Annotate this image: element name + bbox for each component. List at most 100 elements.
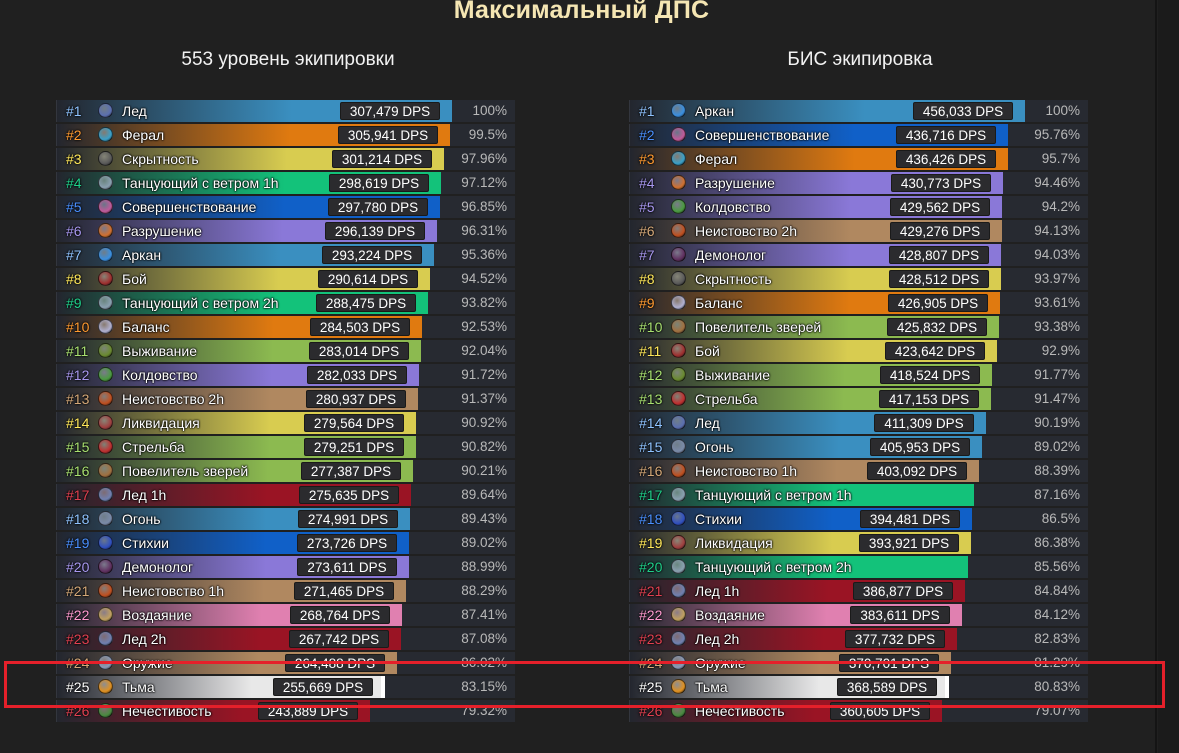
ranking-row[interactable]: #22 Воздаяние 383,611 DPS 84.12% <box>629 604 1088 626</box>
ranking-row[interactable]: #20 Танцующий с ветром 2h 85.56% <box>629 556 1088 578</box>
spec-name: Тьма <box>122 679 155 695</box>
spec-icon <box>98 223 113 238</box>
ranking-row[interactable]: #12 Колдовство 282,033 DPS 91.72% <box>56 364 515 386</box>
rank-number: #4 <box>66 175 82 191</box>
percent-value: 91.72% <box>461 367 507 382</box>
spec-name: Лед <box>695 415 720 431</box>
rank-number: #15 <box>66 439 90 455</box>
ranking-row[interactable]: #10 Повелитель зверей 425,832 DPS 93.38% <box>629 316 1088 338</box>
spec-icon <box>671 703 686 718</box>
scrollbar-track[interactable] <box>1158 0 1179 753</box>
ranking-row[interactable]: #16 Неистовство 1h 403,092 DPS 88.39% <box>629 460 1088 482</box>
percent-value: 89.64% <box>461 487 507 502</box>
spec-icon <box>671 247 686 262</box>
ranking-row[interactable]: #7 Демонолог 428,807 DPS 94.03% <box>629 244 1088 266</box>
ranking-row[interactable]: #26 Нечестивость 360,605 DPS 79.07% <box>629 700 1088 722</box>
ranking-row[interactable]: #8 Бой 290,614 DPS 94.52% <box>56 268 515 290</box>
ranking-row[interactable]: #23 Лед 2h 267,742 DPS 87.08% <box>56 628 515 650</box>
ranking-row[interactable]: #14 Лед 411,309 DPS 90.19% <box>629 412 1088 434</box>
percent-value: 95.76% <box>1034 127 1080 142</box>
dps-value: 428,512 DPS <box>889 270 989 288</box>
ranking-row[interactable]: #11 Выживание 283,014 DPS 92.04% <box>56 340 515 362</box>
rank-number: #12 <box>639 367 663 383</box>
percent-value: 97.96% <box>461 151 507 166</box>
ranking-row[interactable]: #24 Оружие 264,488 DPS 86.02% <box>56 652 515 674</box>
spec-icon <box>98 511 113 526</box>
ranking-row[interactable]: #3 Скрытность 301,214 DPS 97.96% <box>56 148 515 170</box>
ranking-row[interactable]: #23 Лед 2h 377,732 DPS 82.83% <box>629 628 1088 650</box>
ranking-row[interactable]: #1 Аркан 456,033 DPS 100% <box>629 100 1088 122</box>
spec-icon <box>98 103 113 118</box>
spec-name: Стихии <box>695 511 742 527</box>
ranking-row[interactable]: #4 Танцующий с ветром 1h 298,619 DPS 97.12% <box>56 172 515 194</box>
ranking-row[interactable]: #16 Повелитель зверей 277,387 DPS 90.21% <box>56 460 515 482</box>
ranking-row[interactable]: #24 Оружие 370,701 DPS 81.29% <box>629 652 1088 674</box>
spec-name: Ферал <box>122 127 165 143</box>
dps-value: 360,605 DPS <box>830 702 930 720</box>
dps-value: 428,807 DPS <box>889 246 989 264</box>
spec-icon <box>98 271 113 286</box>
ranking-row[interactable]: #22 Воздаяние 268,764 DPS 87.41% <box>56 604 515 626</box>
ranking-row[interactable]: #9 Баланс 426,905 DPS 93.61% <box>629 292 1088 314</box>
percent-value: 83.15% <box>461 679 507 694</box>
ranking-row[interactable]: #6 Разрушение 296,139 DPS 96.31% <box>56 220 515 242</box>
spec-icon <box>98 607 113 622</box>
rank-number: #6 <box>66 223 82 239</box>
ranking-row[interactable]: #6 Неистовство 2h 429,276 DPS 94.13% <box>629 220 1088 242</box>
spec-icon <box>671 103 686 118</box>
spec-name: Стрельба <box>695 391 758 407</box>
ranking-row[interactable]: #2 Ферал 305,941 DPS 99.5% <box>56 124 515 146</box>
ranking-row[interactable]: #13 Неистовство 2h 280,937 DPS 91.37% <box>56 388 515 410</box>
ranking-row[interactable]: #15 Огонь 405,953 DPS 89.02% <box>629 436 1088 458</box>
ranking-row[interactable]: #11 Бой 423,642 DPS 92.9% <box>629 340 1088 362</box>
spec-icon <box>671 583 686 598</box>
ranking-row[interactable]: #7 Аркан 293,224 DPS 95.36% <box>56 244 515 266</box>
ranking-row[interactable]: #12 Выживание 418,524 DPS 91.77% <box>629 364 1088 386</box>
percent-value: 91.37% <box>461 391 507 406</box>
spec-name: Баланс <box>695 295 743 311</box>
percent-value: 94.52% <box>461 271 507 286</box>
ranking-row[interactable]: #26 Нечестивость 243,889 DPS 79.32% <box>56 700 515 722</box>
ranking-row[interactable]: #19 Стихии 273,726 DPS 89.02% <box>56 532 515 554</box>
ranking-row[interactable]: #10 Баланс 284,503 DPS 92.53% <box>56 316 515 338</box>
ranking-row[interactable]: #14 Ликвидация 279,564 DPS 90.92% <box>56 412 515 434</box>
spec-icon <box>98 199 113 214</box>
ranking-row[interactable]: #8 Скрытность 428,512 DPS 93.97% <box>629 268 1088 290</box>
spec-name: Повелитель зверей <box>695 319 822 335</box>
ranking-row[interactable]: #19 Ликвидация 393,921 DPS 86.38% <box>629 532 1088 554</box>
ranking-row[interactable]: #17 Лед 1h 275,635 DPS 89.64% <box>56 484 515 506</box>
ranking-row[interactable]: #25 Тьма 255,669 DPS 83.15% <box>56 676 515 698</box>
percent-value: 87.16% <box>1034 487 1080 502</box>
ranking-row[interactable]: #13 Стрельба 417,153 DPS 91.47% <box>629 388 1088 410</box>
percent-value: 94.03% <box>1034 247 1080 262</box>
ranking-row[interactable]: #17 Танцующий с ветром 1h 87.16% <box>629 484 1088 506</box>
ranking-row[interactable]: #1 Лед 307,479 DPS 100% <box>56 100 515 122</box>
ranking-row[interactable]: #21 Неистовство 1h 271,465 DPS 88.29% <box>56 580 515 602</box>
spec-icon <box>671 367 686 382</box>
ranking-row[interactable]: #5 Совершенствование 297,780 DPS 96.85% <box>56 196 515 218</box>
spec-icon <box>98 535 113 550</box>
ranking-row[interactable]: #9 Танцующий с ветром 2h 288,475 DPS 93.82% <box>56 292 515 314</box>
ranking-row[interactable]: #4 Разрушение 430,773 DPS 94.46% <box>629 172 1088 194</box>
percent-value: 79.32% <box>461 703 507 718</box>
rank-number: #8 <box>639 271 655 287</box>
ranking-row[interactable]: #5 Колдовство 429,562 DPS 94.2% <box>629 196 1088 218</box>
ranking-row[interactable]: #2 Совершенствование 436,716 DPS 95.76% <box>629 124 1088 146</box>
ranking-row[interactable]: #21 Лед 1h 386,877 DPS 84.84% <box>629 580 1088 602</box>
rank-number: #17 <box>639 487 663 503</box>
spec-name: Лед 2h <box>695 631 740 647</box>
ranking-row[interactable]: #18 Огонь 274,991 DPS 89.43% <box>56 508 515 530</box>
spec-name: Повелитель зверей <box>122 463 249 479</box>
ranking-row[interactable]: #25 Тьма 368,589 DPS 80.83% <box>629 676 1088 698</box>
ranking-row[interactable]: #20 Демонолог 273,611 DPS 88.99% <box>56 556 515 578</box>
right-column-title: БИС экипировка <box>787 49 933 70</box>
dps-value: 274,991 DPS <box>298 510 398 528</box>
ranking-row[interactable]: #3 Ферал 436,426 DPS 95.7% <box>629 148 1088 170</box>
rank-number: #23 <box>66 631 90 647</box>
percent-value: 92.04% <box>461 343 507 358</box>
percent-value: 91.47% <box>1034 391 1080 406</box>
ranking-row[interactable]: #15 Стрельба 279,251 DPS 90.82% <box>56 436 515 458</box>
spec-name: Разрушение <box>122 223 202 239</box>
ranking-row[interactable]: #18 Стихии 394,481 DPS 86.5% <box>629 508 1088 530</box>
dps-value: 383,611 DPS <box>850 606 950 624</box>
